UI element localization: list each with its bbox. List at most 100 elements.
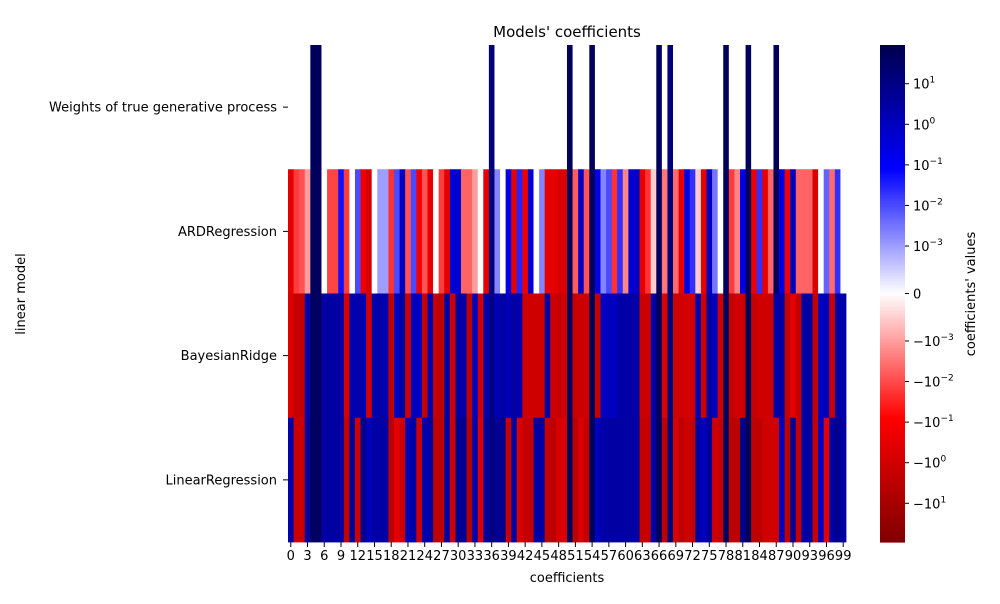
colorbar-segment <box>880 281 905 285</box>
colorbar-segment <box>880 124 905 128</box>
heatmap-cell <box>700 293 707 419</box>
colorbar-segment <box>880 199 905 203</box>
heatmap-cell <box>377 417 384 543</box>
heatmap-cell <box>801 169 808 294</box>
colorbar-segment <box>880 375 905 379</box>
colorbar-segment <box>880 507 905 511</box>
heatmap-cell <box>410 169 417 294</box>
colorbar-segment <box>880 504 905 508</box>
heatmap-cell <box>728 45 735 170</box>
heatmap-cell <box>818 417 825 543</box>
heatmap-cell <box>818 293 825 419</box>
colorbar-segment <box>880 112 905 116</box>
heatmap-cell <box>661 417 668 543</box>
heatmap-cell <box>539 293 546 419</box>
colorbar-segment <box>880 517 905 521</box>
colorbar-segment <box>880 397 905 401</box>
colorbar-tick-label: −10−2 <box>913 374 954 391</box>
heatmap-cell <box>700 417 707 543</box>
heatmap-cell <box>366 169 373 294</box>
colorbar-segment <box>880 196 905 200</box>
heatmap-cell <box>795 293 802 419</box>
colorbar-segment <box>880 47 905 51</box>
heatmap-cell <box>578 293 585 419</box>
colorbar-segment <box>880 248 905 252</box>
heatmap-cell <box>343 417 350 543</box>
heatmap-cell <box>483 417 490 543</box>
heatmap-cell <box>394 169 400 294</box>
colorbar-segment <box>880 293 905 297</box>
heatmap-cell <box>299 45 306 170</box>
heatmap-cell <box>544 293 551 419</box>
colorbar-segment <box>880 440 905 444</box>
heatmap-cell <box>606 417 613 543</box>
heatmap-cell <box>483 293 490 419</box>
x-tick-label: 15 <box>366 549 383 564</box>
heatmap-cell <box>388 293 395 419</box>
colorbar-segment <box>880 472 905 476</box>
heatmap-cell <box>578 169 585 294</box>
heatmap-cell <box>321 45 328 170</box>
heatmap-cell <box>611 293 618 419</box>
heatmap-cell <box>678 417 685 543</box>
colorbar-segment <box>880 318 905 322</box>
colorbar-segment <box>880 497 905 501</box>
heatmap-cell <box>684 169 691 294</box>
heatmap-cell <box>327 169 334 294</box>
colorbar-segment <box>880 437 905 441</box>
heatmap-cell <box>689 45 696 170</box>
heatmap-cell <box>790 169 797 294</box>
colorbar-segment <box>880 79 905 83</box>
colorbar-segment <box>880 527 905 531</box>
heatmap-cell <box>466 293 473 419</box>
colorbar-segment <box>880 189 905 193</box>
heatmap-cell <box>427 293 434 419</box>
colorbar-segment <box>880 266 905 270</box>
colorbar-segment <box>880 54 905 59</box>
heatmap-cell <box>673 293 679 419</box>
colorbar-segment <box>880 67 905 71</box>
heatmap-cell <box>695 293 702 419</box>
colorbar-tick-label: 10−2 <box>913 197 943 214</box>
colorbar-segment <box>880 308 905 312</box>
heatmap-cell <box>572 45 579 170</box>
heatmap-cell <box>416 293 423 419</box>
heatmap-cell <box>332 45 339 170</box>
heatmap-cell <box>410 293 417 419</box>
heatmap-cell <box>834 169 841 294</box>
heatmap-cell <box>460 169 467 294</box>
heatmap-cell <box>812 45 819 170</box>
heatmap-cell <box>767 45 774 170</box>
colorbar-segment <box>880 151 905 155</box>
heatmap-cell <box>622 169 629 294</box>
heatmap-cell <box>572 417 579 543</box>
heatmap-cell <box>751 293 758 419</box>
x-tick-label: 9 <box>337 549 345 564</box>
heatmap-cell <box>539 417 546 543</box>
heatmap-cell <box>650 169 657 294</box>
heatmap-cell <box>717 417 724 543</box>
colorbar-segment <box>880 474 905 478</box>
colorbar-segment <box>880 377 905 382</box>
heatmap-cell <box>773 417 780 543</box>
heatmap-cell <box>332 293 339 419</box>
colorbar-segment <box>880 181 905 185</box>
heatmap-cell <box>840 417 847 543</box>
colorbar-segment <box>880 45 905 49</box>
heatmap-cell <box>734 417 741 543</box>
heatmap-cell <box>293 293 300 419</box>
colorbar-segment <box>880 353 905 357</box>
colorbar-segment <box>880 291 905 295</box>
heatmap-cell <box>522 417 529 543</box>
heatmap-cell <box>444 417 451 543</box>
heatmap-cell <box>606 293 613 419</box>
heatmap-cell <box>405 45 412 170</box>
colorbar-segment <box>880 390 905 394</box>
colorbar-segment <box>880 286 905 290</box>
heatmap-cell <box>555 417 562 543</box>
heatmap-cell <box>310 293 317 419</box>
heatmap-cell <box>477 293 484 419</box>
heatmap-cell <box>622 293 629 419</box>
heatmap-cell <box>321 293 328 419</box>
colorbar-segment <box>880 427 905 431</box>
